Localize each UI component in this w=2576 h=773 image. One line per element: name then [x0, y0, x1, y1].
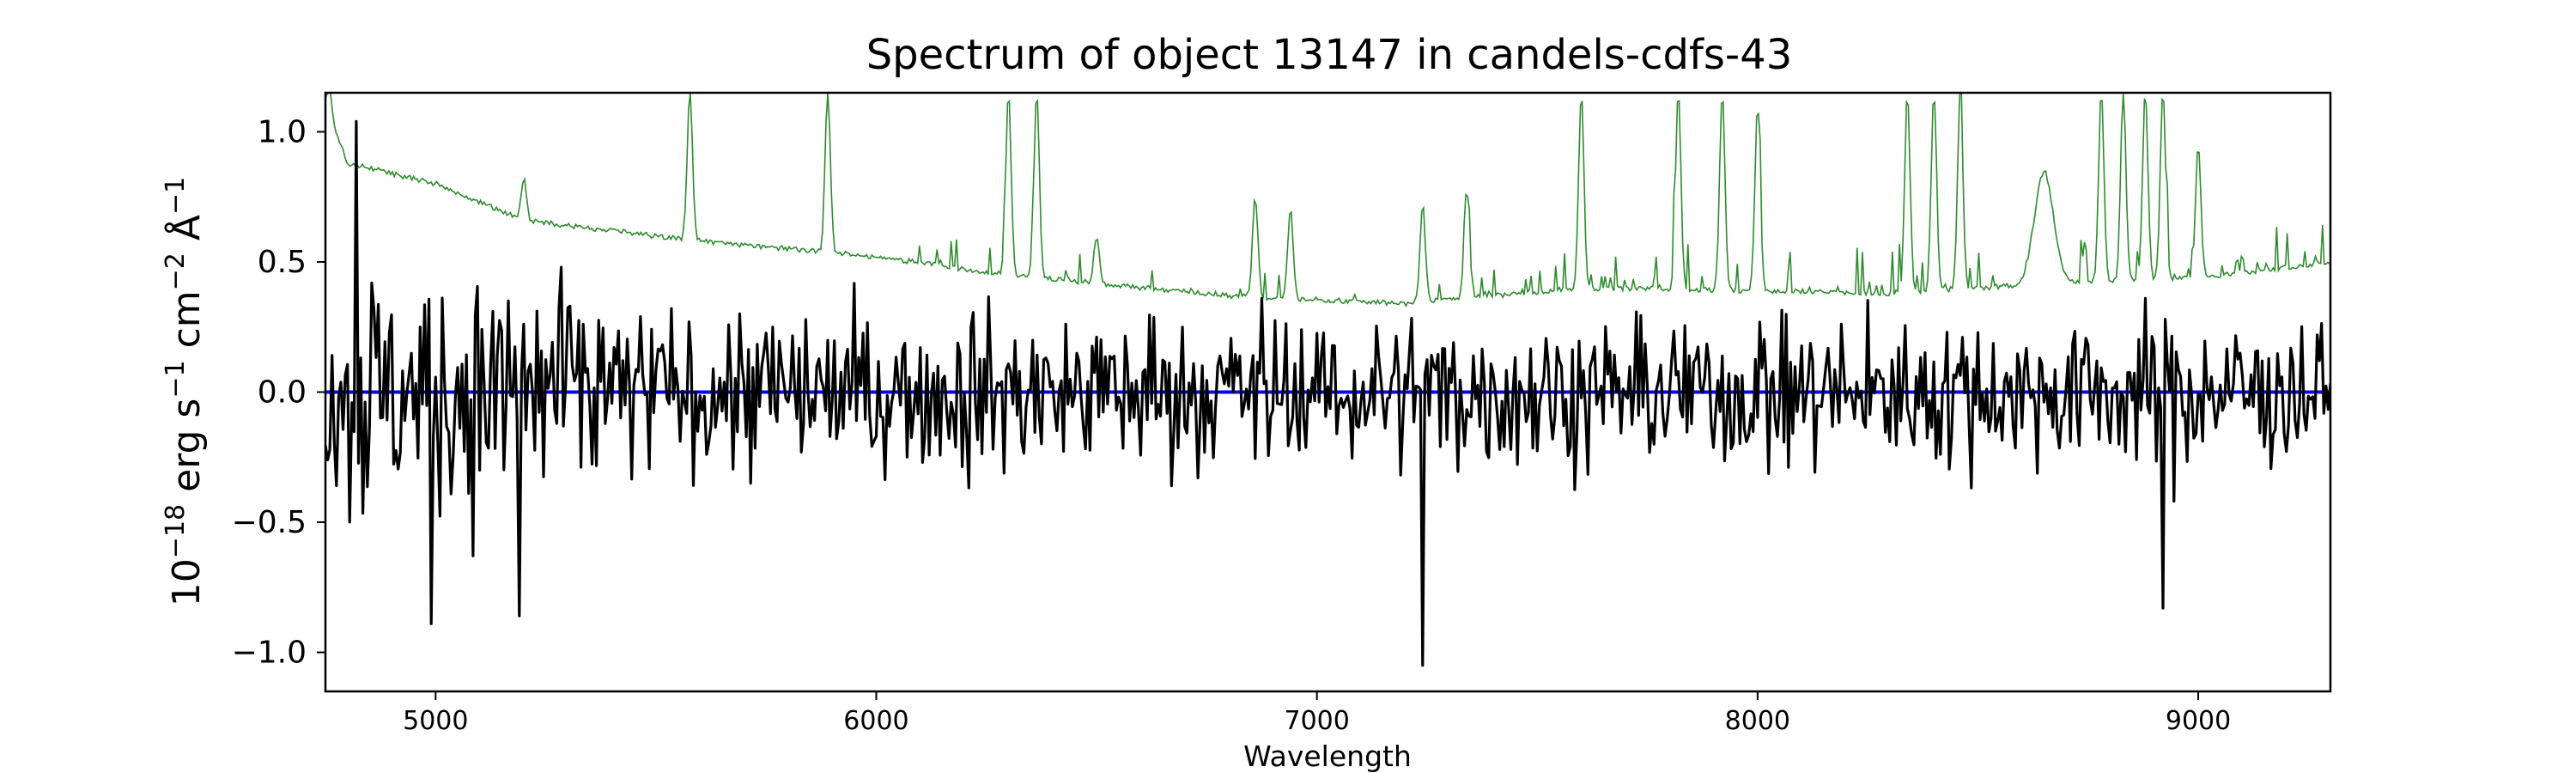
x-axis: 5000 6000 7000 8000 9000 [403, 691, 2231, 736]
x-axis-label: Wavelength [1243, 740, 1412, 773]
plot-layer [325, 93, 2330, 667]
y-label-exp3: −2 [161, 253, 191, 290]
error-spectrum-line [325, 93, 2330, 308]
y-tick-label: −0.5 [232, 505, 307, 540]
y-label-unit1: erg s [165, 399, 209, 504]
y-label-exp4: −1 [161, 177, 191, 215]
y-label-unit3: Å [163, 215, 209, 253]
flux-line [325, 119, 2330, 667]
y-label-exp1: −18 [161, 504, 191, 558]
x-tick-label: 9000 [2166, 706, 2231, 736]
x-tick-label: 8000 [1725, 706, 1790, 736]
y-label-base: 10 [165, 558, 209, 606]
y-tick-label: 0.0 [258, 375, 307, 411]
x-tick-label: 6000 [843, 706, 908, 736]
y-tick-label: 1.0 [258, 114, 307, 149]
y-axis: 1.0 0.5 0.0 −0.5 −1.0 [232, 114, 325, 671]
y-label-unit2: cm [165, 290, 209, 360]
chart-title: Spectrum of object 13147 in candels-cdfs… [866, 31, 1793, 79]
x-tick-label: 7000 [1284, 706, 1349, 736]
x-tick-label: 5000 [403, 706, 468, 736]
y-axis-label: 10−18 erg s−1 cm−2 Å−1 [161, 177, 209, 606]
y-tick-label: 0.5 [258, 245, 307, 280]
y-label-exp2: −1 [161, 360, 191, 398]
y-tick-label: −1.0 [232, 636, 307, 671]
